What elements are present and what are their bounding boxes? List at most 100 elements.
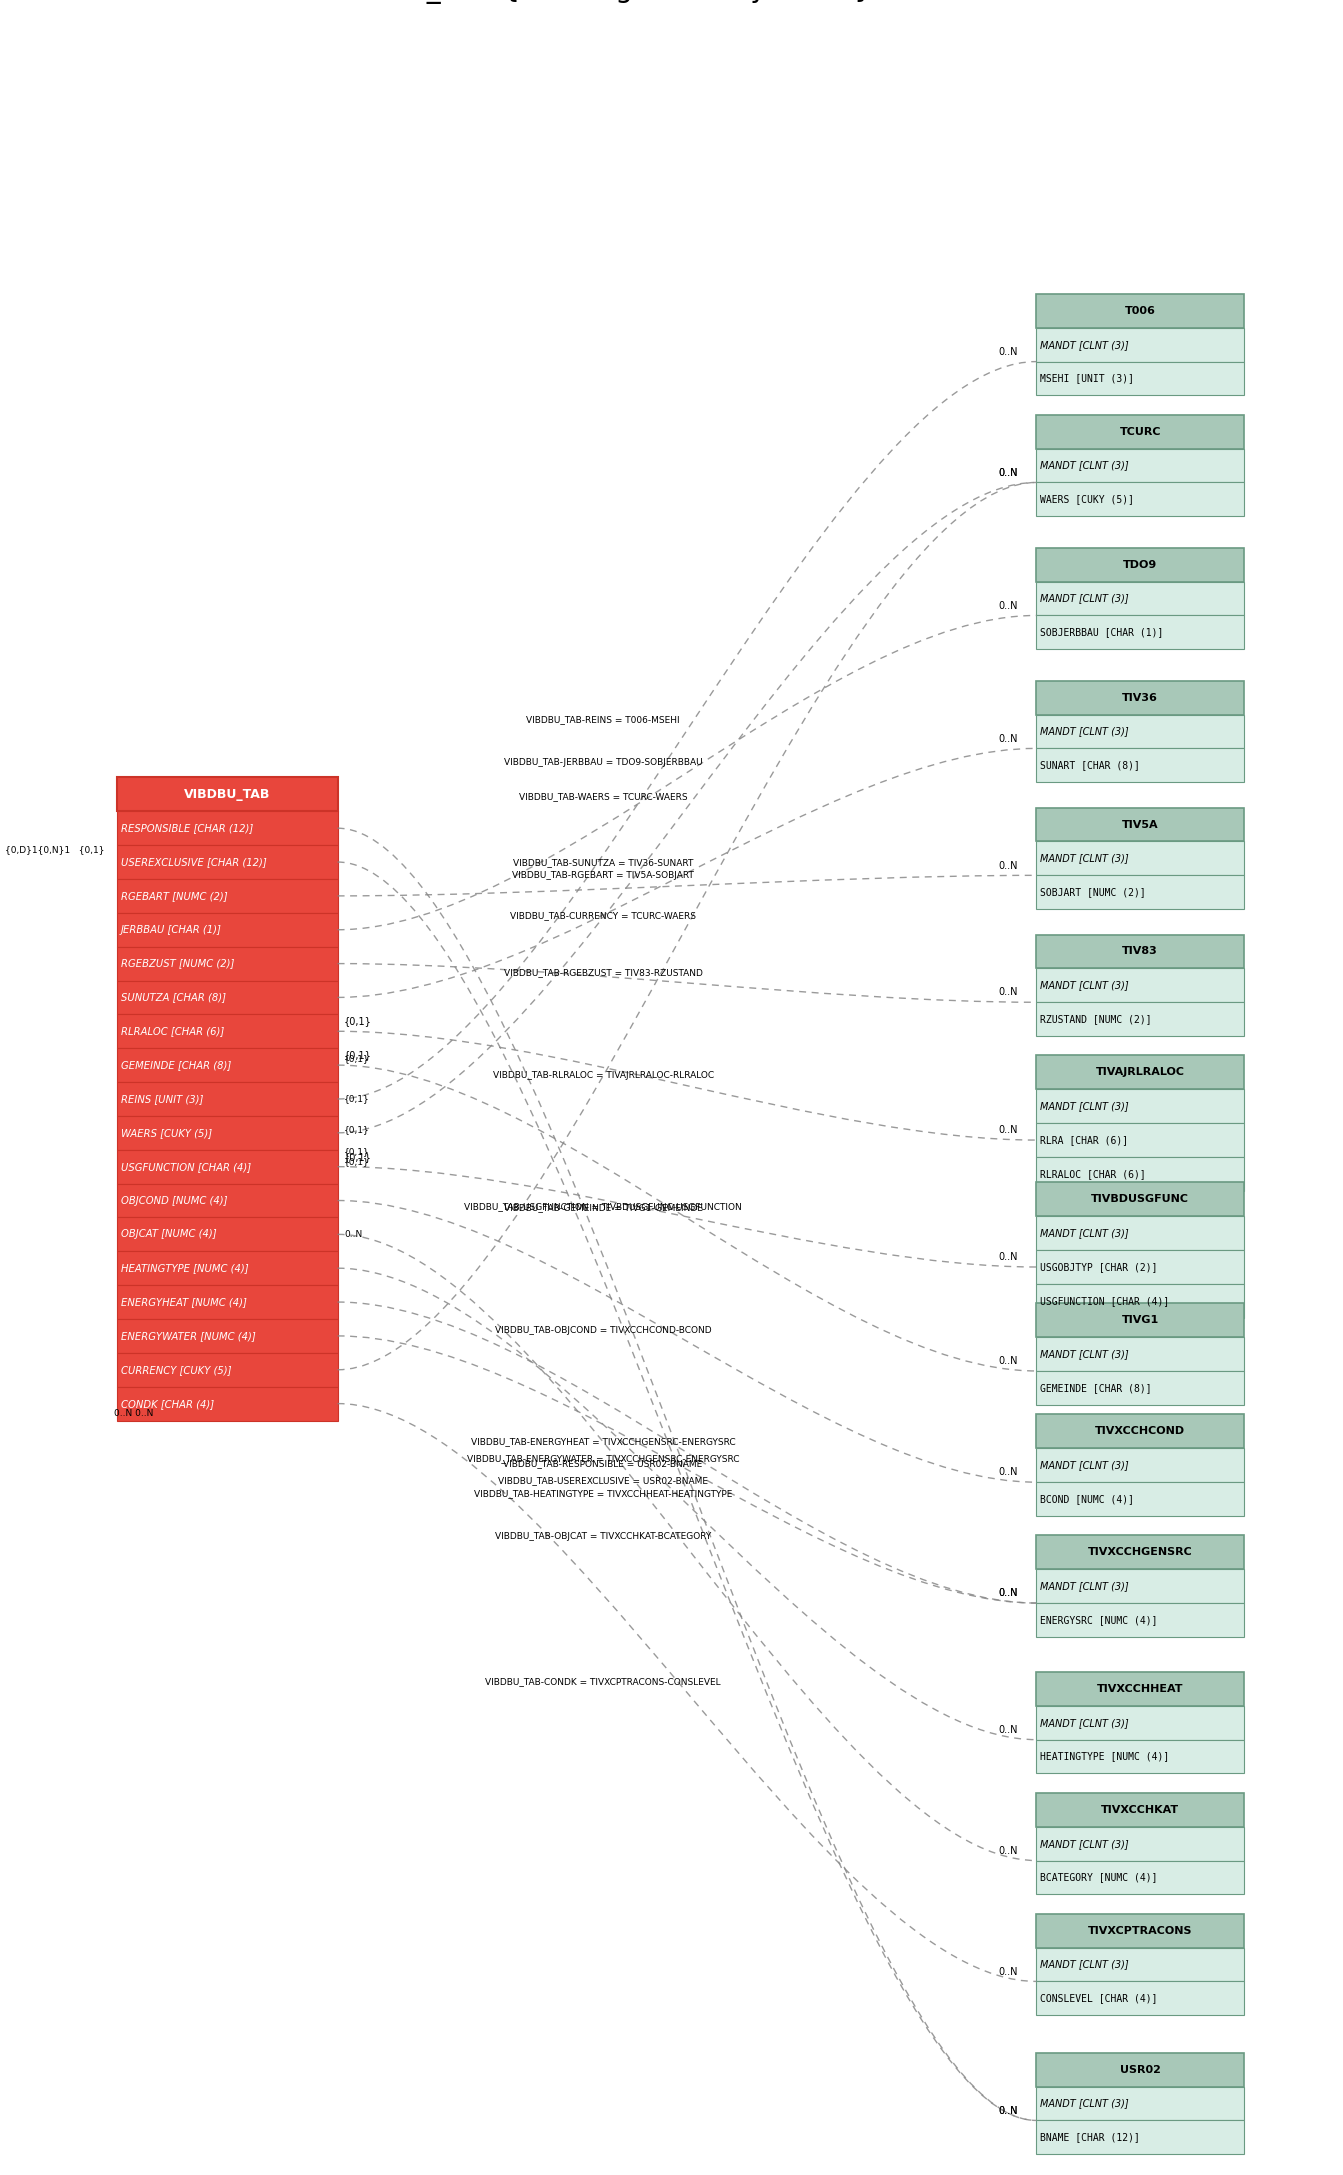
FancyBboxPatch shape — [1037, 874, 1244, 909]
Text: 0..N: 0..N — [998, 1357, 1018, 1366]
Text: 0..N: 0..N — [998, 1253, 1018, 1262]
Text: 0..N 0..N: 0..N 0..N — [114, 1409, 153, 1418]
Text: VIBDBU_TAB-OBJCAT = TIVXCCHKAT-BCATEGORY: VIBDBU_TAB-OBJCAT = TIVXCCHKAT-BCATEGORY — [496, 1533, 712, 1542]
Text: CONDK [CHAR (4)]: CONDK [CHAR (4)] — [121, 1399, 214, 1409]
FancyBboxPatch shape — [1037, 842, 1244, 874]
FancyBboxPatch shape — [1037, 581, 1244, 616]
Text: GEMEINDE [CHAR (8)]: GEMEINDE [CHAR (8)] — [1039, 1383, 1152, 1392]
FancyBboxPatch shape — [1037, 1860, 1244, 1894]
FancyBboxPatch shape — [1037, 1216, 1244, 1251]
Text: VIBDBU_TAB-GEMEINDE = TIVG1-GEMEINDE: VIBDBU_TAB-GEMEINDE = TIVG1-GEMEINDE — [504, 1203, 702, 1211]
Text: {0,1}: {0,1} — [344, 1016, 372, 1027]
Text: VIBDBU_TAB-ENERGYWATER = TIVXCCHGENSRC-ENERGYSRC: VIBDBU_TAB-ENERGYWATER = TIVXCCHGENSRC-E… — [467, 1455, 740, 1464]
FancyBboxPatch shape — [117, 981, 337, 1014]
FancyBboxPatch shape — [1037, 1183, 1244, 1216]
FancyBboxPatch shape — [1037, 1414, 1244, 1449]
Text: 0..N: 0..N — [998, 1966, 1018, 1977]
Text: MANDT [CLNT (3)]: MANDT [CLNT (3)] — [1039, 981, 1128, 990]
FancyBboxPatch shape — [1037, 1673, 1244, 1705]
FancyBboxPatch shape — [1037, 1536, 1244, 1568]
Text: 0..N: 0..N — [998, 1124, 1018, 1135]
Text: MANDT [CLNT (3)]: MANDT [CLNT (3)] — [1039, 853, 1128, 863]
Text: 0..N: 0..N — [998, 1725, 1018, 1736]
FancyBboxPatch shape — [1037, 1740, 1244, 1773]
FancyBboxPatch shape — [117, 1388, 337, 1420]
FancyBboxPatch shape — [1037, 1827, 1244, 1860]
Text: VIBDBU_TAB-JERBBAU = TDO9-SOBJERBBAU: VIBDBU_TAB-JERBBAU = TDO9-SOBJERBBAU — [504, 757, 702, 766]
Text: SAP ABAP table VIBDBU_TAB {Building: Non-Key Fields}: SAP ABAP table VIBDBU_TAB {Building: Non… — [95, 0, 872, 4]
Text: RGEBZUST [NUMC (2)]: RGEBZUST [NUMC (2)] — [121, 959, 235, 968]
Text: 0..N: 0..N — [998, 2105, 1018, 2116]
Text: MANDT [CLNT (3)]: MANDT [CLNT (3)] — [1039, 1229, 1128, 1238]
Text: GEMEINDE [CHAR (8)]: GEMEINDE [CHAR (8)] — [121, 1059, 231, 1070]
Text: TIVXCCHKAT: TIVXCCHKAT — [1101, 1805, 1179, 1814]
Text: 0..N: 0..N — [998, 861, 1018, 870]
Text: VIBDBU_TAB-CURRENCY = TCURC-WAERS: VIBDBU_TAB-CURRENCY = TCURC-WAERS — [510, 911, 696, 920]
FancyBboxPatch shape — [1037, 1157, 1244, 1192]
Text: VIBDBU_TAB-USEREXCLUSIVE = USR02-BNAME: VIBDBU_TAB-USEREXCLUSIVE = USR02-BNAME — [498, 1477, 708, 1486]
Text: BCOND [NUMC (4)]: BCOND [NUMC (4)] — [1039, 1494, 1133, 1505]
Text: MANDT [CLNT (3)]: MANDT [CLNT (3)] — [1039, 461, 1128, 470]
FancyBboxPatch shape — [117, 846, 337, 879]
Text: {0,1}: {0,1} — [344, 1094, 369, 1103]
Text: 0..N: 0..N — [998, 1847, 1018, 1855]
Text: OBJCAT [NUMC (4)]: OBJCAT [NUMC (4)] — [121, 1229, 216, 1240]
Text: MANDT [CLNT (3)]: MANDT [CLNT (3)] — [1039, 1348, 1128, 1359]
Text: VIBDBU_TAB-HEATINGTYPE = TIVXCCHHEAT-HEATINGTYPE: VIBDBU_TAB-HEATINGTYPE = TIVXCCHHEAT-HEA… — [474, 1490, 732, 1499]
FancyBboxPatch shape — [1037, 1568, 1244, 1603]
Text: CONSLEVEL [CHAR (4)]: CONSLEVEL [CHAR (4)] — [1039, 1992, 1158, 2003]
FancyBboxPatch shape — [117, 1151, 337, 1183]
FancyBboxPatch shape — [117, 1318, 337, 1353]
FancyBboxPatch shape — [117, 946, 337, 981]
Text: VIBDBU_TAB-WAERS = TCURC-WAERS: VIBDBU_TAB-WAERS = TCURC-WAERS — [518, 792, 688, 803]
Text: MANDT [CLNT (3)]: MANDT [CLNT (3)] — [1039, 2099, 1128, 2108]
Text: MANDT [CLNT (3)]: MANDT [CLNT (3)] — [1039, 1718, 1128, 1727]
Text: SOBJERBBAU [CHAR (1)]: SOBJERBBAU [CHAR (1)] — [1039, 626, 1163, 637]
Text: VIBDBU_TAB: VIBDBU_TAB — [184, 787, 271, 800]
Text: HEATINGTYPE [NUMC (4)]: HEATINGTYPE [NUMC (4)] — [121, 1264, 248, 1272]
FancyBboxPatch shape — [1037, 448, 1244, 483]
FancyBboxPatch shape — [1037, 616, 1244, 650]
Text: MANDT [CLNT (3)]: MANDT [CLNT (3)] — [1039, 594, 1128, 602]
Text: TIVXCCHCOND: TIVXCCHCOND — [1095, 1427, 1186, 1436]
FancyBboxPatch shape — [1037, 328, 1244, 361]
FancyBboxPatch shape — [117, 1081, 337, 1116]
FancyBboxPatch shape — [1037, 2086, 1244, 2121]
Text: USGOBJTYP [CHAR (2)]: USGOBJTYP [CHAR (2)] — [1039, 1262, 1158, 1272]
Text: {0,1}: {0,1} — [344, 1153, 372, 1161]
Text: TIV5A: TIV5A — [1121, 820, 1159, 829]
Text: 0..N: 0..N — [998, 468, 1018, 478]
Text: 0..N: 0..N — [998, 600, 1018, 611]
FancyBboxPatch shape — [117, 1116, 337, 1151]
Text: T006: T006 — [1124, 307, 1155, 315]
FancyBboxPatch shape — [1037, 1792, 1244, 1827]
Text: CURRENCY [CUKY (5)]: CURRENCY [CUKY (5)] — [121, 1364, 231, 1375]
Text: RLRA [CHAR (6)]: RLRA [CHAR (6)] — [1039, 1135, 1128, 1144]
FancyBboxPatch shape — [1037, 1370, 1244, 1405]
FancyBboxPatch shape — [1037, 415, 1244, 448]
FancyBboxPatch shape — [1037, 716, 1244, 748]
FancyBboxPatch shape — [1037, 1090, 1244, 1122]
FancyBboxPatch shape — [117, 1218, 337, 1251]
Text: TIVXCCHGENSRC: TIVXCCHGENSRC — [1088, 1546, 1193, 1557]
FancyBboxPatch shape — [117, 879, 337, 914]
FancyBboxPatch shape — [1037, 1449, 1244, 1481]
FancyBboxPatch shape — [1037, 1981, 1244, 2016]
Text: 0..N: 0..N — [998, 987, 1018, 998]
FancyBboxPatch shape — [1037, 1283, 1244, 1318]
FancyBboxPatch shape — [1037, 294, 1244, 328]
Text: {0,1}: {0,1} — [344, 1051, 372, 1059]
FancyBboxPatch shape — [1037, 1914, 1244, 1947]
Text: VIBDBU_TAB-USGFUNCTION = TIVBDUSGFUNC-USGFUNCTION: VIBDBU_TAB-USGFUNCTION = TIVBDUSGFUNC-US… — [465, 1203, 741, 1211]
FancyBboxPatch shape — [1037, 548, 1244, 581]
FancyBboxPatch shape — [1037, 1705, 1244, 1740]
FancyBboxPatch shape — [1037, 1251, 1244, 1283]
FancyBboxPatch shape — [1037, 1338, 1244, 1370]
Text: USGFUNCTION [CHAR (4)]: USGFUNCTION [CHAR (4)] — [1039, 1296, 1170, 1305]
Text: TIVXCPTRACONS: TIVXCPTRACONS — [1088, 1925, 1193, 1936]
Text: 0..N: 0..N — [344, 1229, 363, 1240]
FancyBboxPatch shape — [1037, 681, 1244, 716]
Text: SOBJART [NUMC (2)]: SOBJART [NUMC (2)] — [1039, 887, 1146, 898]
FancyBboxPatch shape — [117, 1014, 337, 1048]
FancyBboxPatch shape — [117, 811, 337, 846]
